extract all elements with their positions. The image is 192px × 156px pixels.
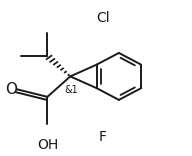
Text: OH: OH bbox=[37, 139, 58, 152]
Text: F: F bbox=[99, 130, 107, 144]
Text: &1: &1 bbox=[65, 85, 78, 95]
Text: O: O bbox=[5, 82, 17, 97]
Text: Cl: Cl bbox=[96, 11, 109, 24]
